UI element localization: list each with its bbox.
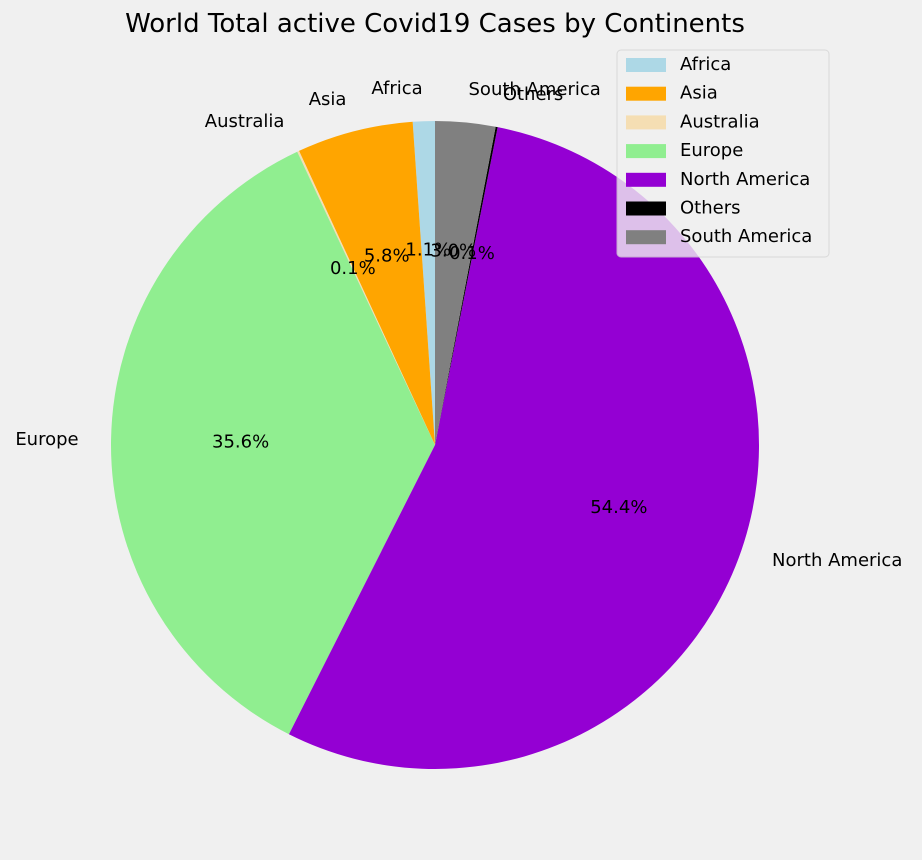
slice-label-australia: Australia	[205, 111, 285, 132]
legend-swatch-asia	[626, 86, 666, 101]
pie-slice-australia	[297, 150, 435, 445]
chart-title: World Total active Covid19 Cases by Cont…	[125, 9, 745, 39]
slice-label-north-america: North America	[772, 550, 902, 571]
legend: Africa Asia Australia Europe North America Ot…	[616, 49, 830, 258]
legend-frame	[616, 49, 830, 258]
pie-slices	[111, 121, 759, 769]
percentage-labels: 1.1%5.8%0.1%35.6%54.4%0.1%3.0%	[212, 240, 647, 518]
slice-label-europe: Europe	[15, 429, 78, 450]
legend-swatch-europe	[626, 144, 666, 159]
pie-slice-asia	[299, 121, 435, 445]
pie-slice-others	[435, 126, 498, 445]
legend-label-africa: Africa	[680, 54, 731, 75]
legend-swatch-south-america	[626, 230, 666, 245]
legend-swatch-others	[626, 201, 666, 216]
legend-swatch-north-america	[626, 172, 666, 187]
legend-label-north-america: North America	[680, 169, 810, 190]
pie-slice-south-america	[435, 121, 496, 445]
slice-labels: Africa Asia Australia Europe North America Ot…	[15, 78, 902, 571]
slice-label-south-america: South America	[469, 79, 601, 100]
pct-label-africa: 1.1%	[405, 240, 451, 261]
legend-label-south-america: South America	[680, 226, 812, 247]
legend-swatch-australia	[626, 115, 666, 130]
legend-label-australia: Australia	[680, 111, 760, 132]
legend-swatch-africa	[626, 58, 666, 72]
slice-label-asia: Asia	[309, 89, 347, 110]
pct-label-europe: 35.6%	[212, 431, 269, 452]
pct-label-asia: 5.8%	[364, 246, 410, 267]
pie-slice-europe	[111, 151, 435, 735]
pct-label-south-america: 3.0%	[430, 240, 476, 261]
slice-label-others: Others	[503, 84, 563, 105]
legend-items: Africa Asia Australia Europe North America Ot…	[626, 54, 812, 247]
slice-label-africa: Africa	[371, 78, 422, 99]
pct-label-others: 0.1%	[449, 243, 495, 264]
pie-slice-north-america	[288, 127, 759, 769]
legend-label-europe: Europe	[680, 140, 743, 161]
legend-label-asia: Asia	[680, 83, 718, 104]
pct-label-north-america: 54.4%	[590, 497, 647, 518]
pie-slice-africa	[412, 121, 435, 445]
pct-label-australia: 0.1%	[330, 258, 376, 279]
legend-label-others: Others	[680, 198, 741, 219]
